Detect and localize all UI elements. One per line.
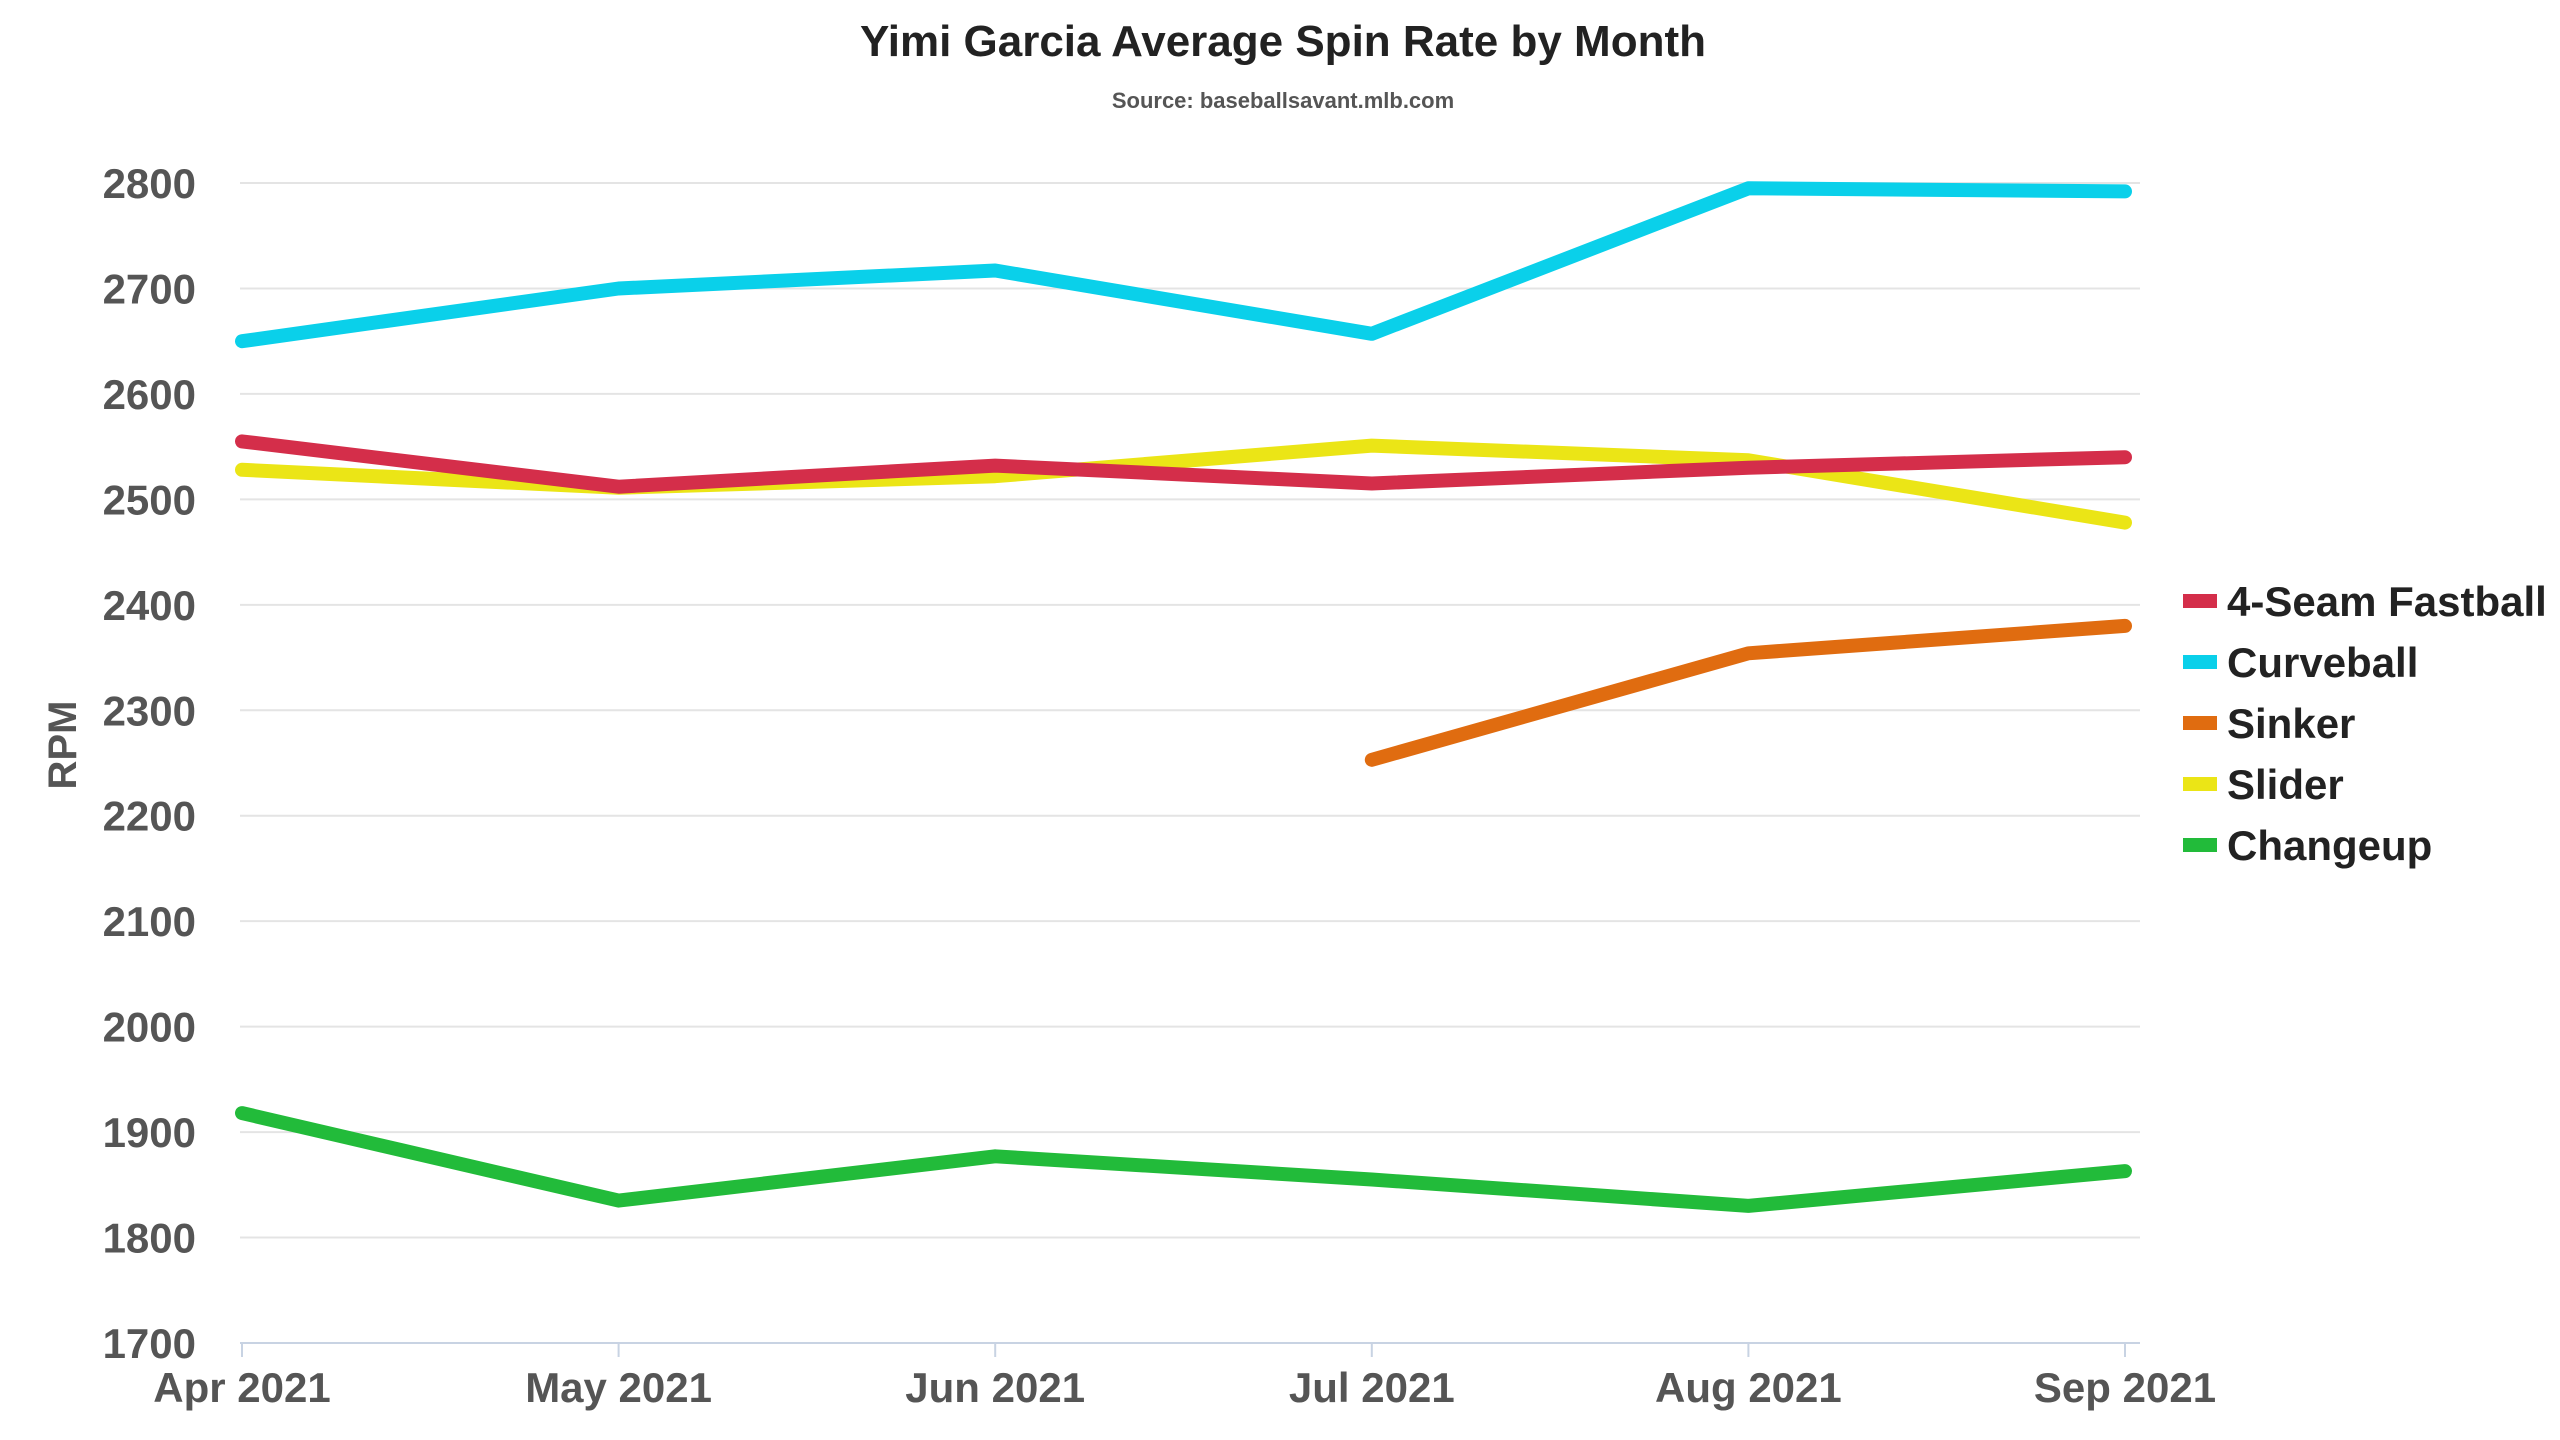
legend-item-4-seam-fastball[interactable]: 4-Seam Fastball: [2183, 578, 2547, 625]
x-tick-label: Aug 2021: [1655, 1364, 1842, 1411]
x-tick-label: Jul 2021: [1289, 1364, 1455, 1411]
grid-lines: [240, 182, 2140, 1239]
legend-item-curveball[interactable]: Curveball: [2183, 639, 2418, 686]
y-tick-label: 2100: [103, 898, 196, 945]
series-line-curveball: [235, 181, 2132, 349]
y-tick-label: 2800: [103, 160, 196, 207]
legend-label: Curveball: [2227, 639, 2418, 686]
series-line-sinker: [1364, 618, 2132, 767]
series-line-4-seam-fastball: [235, 434, 2132, 494]
y-tick-label: 2300: [103, 687, 196, 734]
series-line-slider: [235, 438, 2132, 530]
y-axis-ticks: 1700 1800 1900 2000 2100 2200 2300 2400 2500 2600…: [103, 160, 196, 1367]
y-tick-label: 1800: [103, 1215, 196, 1262]
legend-swatch: [2183, 594, 2217, 608]
chart-subtitle: Source: baseballsavant.mlb.com: [1112, 88, 1454, 113]
legend-swatch: [2183, 777, 2217, 791]
legend-item-changeup[interactable]: Changeup: [2183, 822, 2432, 869]
y-tick-label: 2400: [103, 582, 196, 629]
legend-label: Slider: [2227, 761, 2344, 808]
legend-label: Sinker: [2227, 700, 2355, 747]
legend-swatch: [2183, 655, 2217, 669]
x-tick-label: Jun 2021: [905, 1364, 1085, 1411]
y-tick-label: 1700: [103, 1320, 196, 1367]
legend-item-sinker[interactable]: Sinker: [2183, 700, 2355, 747]
y-tick-label: 2000: [103, 1004, 196, 1051]
legend-swatch: [2183, 716, 2217, 730]
y-tick-label: 2500: [103, 476, 196, 523]
chart-title: Yimi Garcia Average Spin Rate by Month: [860, 17, 1706, 66]
legend-label: 4-Seam Fastball: [2227, 578, 2547, 625]
x-axis-ticks: Apr 2021 May 2021 Jun 2021 Jul 2021 Aug 2021…: [153, 1364, 2216, 1411]
y-tick-label: 2200: [103, 793, 196, 840]
series-line-changeup: [235, 1106, 2132, 1213]
y-tick-label: 2600: [103, 371, 196, 418]
y-tick-label: 2700: [103, 265, 196, 312]
y-axis-label: RPM: [41, 701, 85, 790]
legend-swatch: [2183, 838, 2217, 852]
x-tick-label: Apr 2021: [153, 1364, 330, 1411]
y-tick-label: 1900: [103, 1109, 196, 1156]
x-tick-label: May 2021: [525, 1364, 712, 1411]
legend-label: Changeup: [2227, 822, 2432, 869]
x-axis: [240, 1342, 2140, 1357]
x-tick-label: Sep 2021: [2034, 1364, 2216, 1411]
legend-item-slider[interactable]: Slider: [2183, 761, 2344, 808]
legend[interactable]: 4-Seam Fastball Curveball Sinker Slider Chan…: [2183, 578, 2547, 869]
plot-series: [235, 181, 2132, 1213]
